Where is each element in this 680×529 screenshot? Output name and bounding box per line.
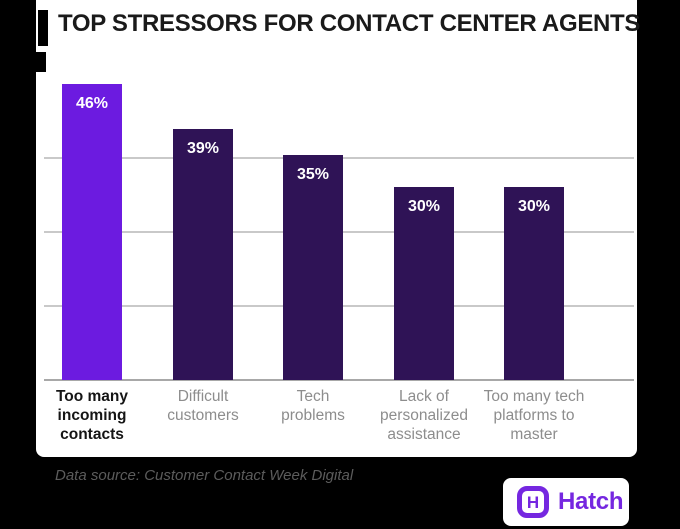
bar-4: 30% [394,187,454,380]
bar-2: 39% [173,129,233,380]
chart-card: TOP STRESSORS FOR CONTACT CENTER AGENTS … [36,0,641,457]
plot-area: 46% Too many incoming contacts 39% Difficul… [36,0,637,457]
bar-value-label: 30% [517,198,551,215]
edge-artifact [28,52,46,72]
x-axis-line [44,379,634,381]
edge-artifact [38,10,48,46]
hatch-h-icon: H [517,486,549,518]
hatch-icon-letter: H [526,492,540,512]
category-label: Too many incoming contacts [55,388,129,443]
chart-title: TOP STRESSORS FOR CONTACT CENTER AGENTS [58,10,641,37]
category-label: Difficult customers [167,388,239,424]
hatch-logo: H Hatch [503,478,629,526]
hatch-logo-text: Hatch [558,488,624,515]
category-label: Too many tech platforms to master [483,388,585,443]
bar-1: 46% [62,84,122,380]
bar-value-label: 46% [75,95,109,112]
bar-value-label: 30% [407,198,441,215]
bar-3: 35% [283,155,343,380]
category-label: Tech problems [281,388,345,424]
bar-value-label: 39% [186,140,220,157]
bar-5: 30% [504,187,564,380]
category-label: Lack of personalized assistance [380,388,468,443]
data-source-note: Data source: Customer Contact Week Digit… [55,467,354,484]
bar-value-label: 35% [296,166,330,183]
